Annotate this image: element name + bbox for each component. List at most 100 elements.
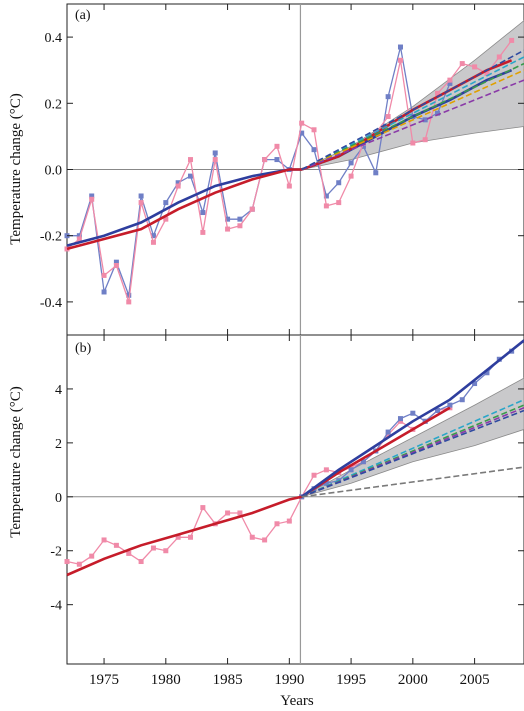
series-1-point	[138, 200, 144, 206]
series-line-6	[301, 69, 524, 171]
series-0-point	[348, 464, 354, 470]
y-tick-label: -0.2	[40, 230, 62, 245]
y-tick-label: -0.4	[40, 296, 62, 311]
series-line-3	[66, 59, 513, 251]
series-0-point	[237, 510, 243, 516]
x-tick-label: 1975	[89, 672, 119, 688]
series-1-point	[447, 402, 453, 408]
series-1-point	[385, 114, 391, 120]
panel-b-ylabel: Temperature change (°C)	[8, 386, 24, 538]
series-1-point	[348, 467, 354, 473]
series-1-point	[299, 120, 305, 126]
series-1-point	[64, 246, 70, 252]
x-tick-label: 1990	[274, 672, 304, 688]
y-tick-label: 0.4	[45, 31, 63, 46]
series-0-point	[150, 545, 156, 551]
series-1-point	[101, 272, 107, 278]
series-0-point	[138, 559, 144, 565]
series-1-point	[360, 459, 366, 465]
x-tick-label: 2005	[460, 672, 490, 688]
series-1-point	[472, 64, 478, 70]
series-1-point	[509, 37, 515, 43]
series-0-point	[274, 521, 280, 527]
x-axis-label: Years	[280, 693, 314, 709]
series-line-4	[301, 56, 524, 171]
series-1-point	[385, 429, 391, 435]
series-1-point	[249, 206, 255, 212]
series-0-point	[188, 173, 194, 179]
series-0-point	[101, 537, 107, 543]
series-1-point	[200, 229, 206, 235]
series-0-point	[113, 259, 119, 265]
series-line-7	[301, 79, 524, 171]
y-tick-label: 0	[55, 491, 62, 506]
y-tick-label: 0.0	[45, 164, 63, 179]
series-0-point	[188, 534, 194, 540]
series-0-point	[286, 518, 292, 524]
series-1-point	[447, 77, 453, 83]
series-0-point	[150, 233, 156, 239]
panel-a-ylabel: Temperature change (°C)	[8, 93, 24, 245]
y-tick-label: -2	[50, 545, 62, 560]
series-0-point	[89, 553, 95, 559]
series-0-point	[385, 432, 391, 438]
series-1-point	[472, 381, 478, 387]
series-0-point	[113, 542, 119, 548]
series-1-point	[397, 57, 403, 63]
panel-a: -0.4 -0.2 0.0 0.2 0.4 (a) Temperature change…	[8, 3, 524, 336]
series-1-point	[459, 397, 465, 403]
y-tick-label: 0.2	[45, 97, 63, 112]
series-1-point	[76, 236, 82, 242]
series-1-point	[274, 143, 280, 149]
series-line-8	[301, 466, 524, 498]
series-0-point	[101, 289, 107, 295]
panel-a-label: (a)	[75, 8, 91, 23]
series-1-point	[150, 239, 156, 245]
series-0-point	[360, 143, 366, 149]
series-line-2	[66, 406, 451, 577]
series-0-point	[385, 94, 391, 100]
series-0-point	[397, 44, 403, 50]
series-1-point	[212, 157, 218, 163]
series-1-point	[126, 299, 132, 305]
series-0-point	[323, 193, 329, 199]
series-0-point	[138, 193, 144, 199]
series-1-point	[435, 408, 441, 414]
series-0-point	[447, 80, 453, 86]
series-1-point	[410, 140, 416, 146]
series-line-7	[301, 409, 524, 498]
series-1-point	[348, 173, 354, 179]
series-0-point	[64, 559, 70, 565]
series-0-point	[200, 505, 206, 511]
series-0-point	[175, 534, 181, 540]
series-0-point	[311, 147, 317, 153]
series-1-point	[237, 223, 243, 229]
series-0-point	[76, 561, 82, 567]
series-1-point	[484, 71, 490, 77]
series-1-point	[113, 262, 119, 268]
series-1-point	[323, 203, 329, 209]
panel-b-label: (b)	[75, 341, 92, 356]
series-0-point	[336, 180, 342, 186]
series-1-point	[323, 480, 329, 486]
series-0-point	[237, 216, 243, 222]
x-tick-label: 1995	[336, 672, 366, 688]
series-0-point	[422, 117, 428, 123]
series-1-point	[435, 90, 441, 96]
series-1-point	[175, 183, 181, 189]
series-0-point	[89, 193, 95, 199]
series-0-point	[435, 110, 441, 116]
series-0-point	[249, 534, 255, 540]
series-1-point	[397, 416, 403, 422]
series-1-point	[459, 61, 465, 67]
series-0-point	[163, 548, 169, 554]
panel-b-frame	[66, 334, 524, 665]
series-1-point	[89, 196, 95, 202]
series-0-point	[373, 170, 379, 176]
series-0-point	[76, 233, 82, 239]
y-tick-label: 2	[55, 437, 62, 452]
series-0-point	[262, 537, 268, 543]
series-1-point	[422, 137, 428, 143]
